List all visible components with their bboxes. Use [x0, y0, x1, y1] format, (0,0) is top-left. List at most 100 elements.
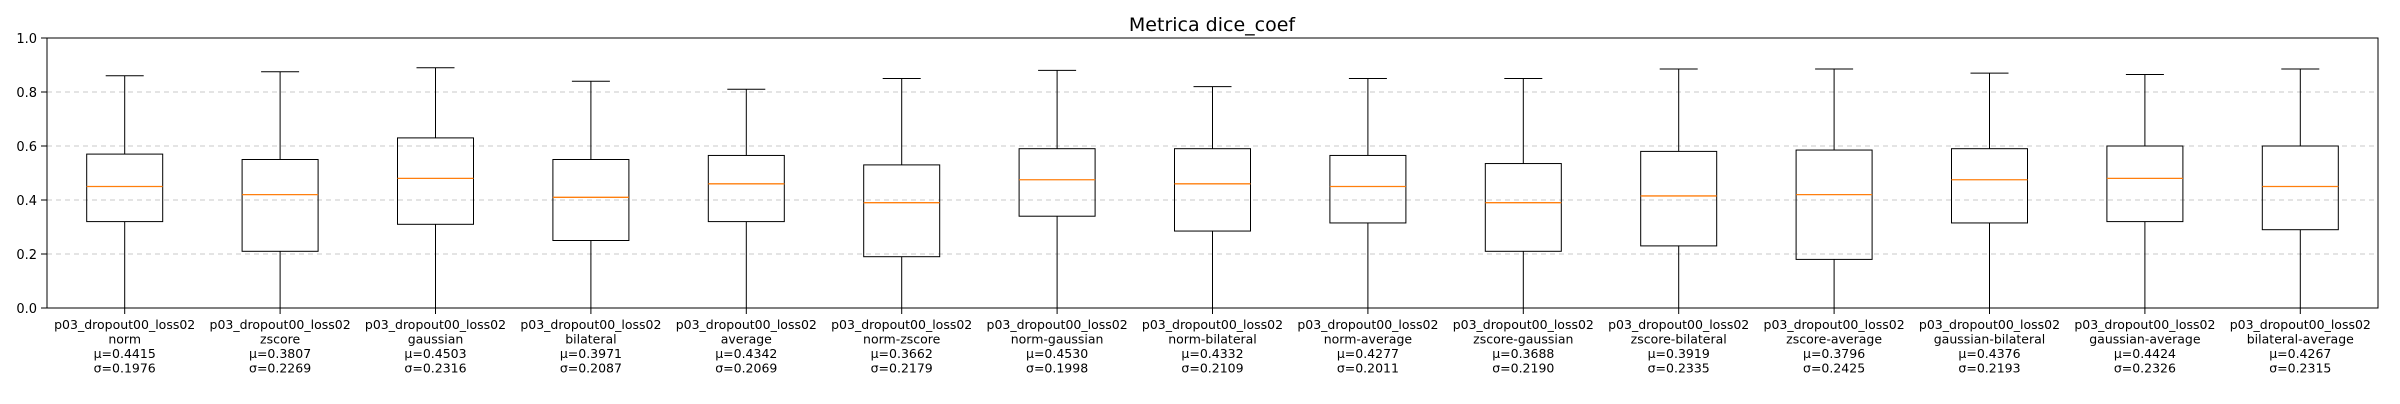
box-plot-item	[1795, 68, 1873, 309]
x-tick-label-line: σ=0.2011	[1337, 361, 1399, 376]
iqr-box	[2106, 145, 2184, 223]
x-tick-label-line: norm	[108, 332, 141, 347]
iqr-box	[1484, 163, 1562, 252]
x-tick-label-line: μ=0.3807	[249, 346, 311, 361]
iqr-box	[1329, 154, 1407, 224]
box-plot-item	[2106, 73, 2184, 309]
x-tick-label-line: p03_dropout00_loss02	[1453, 317, 1594, 332]
y-tick-label: 0.2	[16, 248, 37, 263]
x-tick-label-line: μ=0.3971	[560, 346, 622, 361]
x-tick-label-line: μ=0.3796	[1803, 346, 1865, 361]
x-tick-label-line: average	[721, 332, 772, 347]
x-tick-label-line: p03_dropout00_loss02	[1764, 317, 1905, 332]
box-plot-item	[86, 75, 164, 309]
x-tick-label-line: μ=0.4332	[1181, 346, 1243, 361]
x-tick-label-line: p03_dropout00_loss02	[676, 317, 817, 332]
box-plot-item	[863, 78, 941, 309]
x-tick-label-line: μ=0.3919	[1648, 346, 1710, 361]
x-tick-label-line: σ=0.2315	[2269, 361, 2331, 376]
box-plot-item	[552, 80, 630, 309]
x-tick-label-line: μ=0.4530	[1026, 346, 1088, 361]
x-tick-label-line: norm-bilateral	[1168, 332, 1257, 347]
iqr-box	[863, 164, 941, 258]
box-plot-item	[1951, 72, 2028, 309]
x-tick-label-line: σ=0.1998	[1026, 361, 1088, 376]
x-tick-label-line: p03_dropout00_loss02	[2230, 317, 2371, 332]
x-tick-label-line: p03_dropout00_loss02	[831, 317, 972, 332]
x-tick-label-line: σ=0.2335	[1648, 361, 1710, 376]
x-tick-label-line: zscore-gaussian	[1473, 332, 1573, 347]
iqr-box	[1951, 148, 2028, 224]
x-tick-label-line: σ=0.1976	[94, 361, 156, 376]
x-tick-label-line: σ=0.2269	[249, 361, 311, 376]
box-plot-item	[397, 67, 474, 309]
iqr-box	[552, 159, 630, 241]
x-tick-label-line: p03_dropout00_loss02	[210, 317, 351, 332]
y-tick-label: 0.6	[16, 140, 37, 155]
chart-title: Metrica dice_coef	[1129, 14, 1296, 36]
iqr-box	[86, 153, 164, 223]
y-tick-label: 0.0	[16, 302, 37, 317]
box-plot-item	[2261, 68, 2339, 309]
x-tick-label-line: p03_dropout00_loss02	[987, 317, 1128, 332]
y-tick-label: 0.8	[16, 86, 37, 101]
y-tick-label: 1.0	[16, 32, 37, 47]
iqr-box	[1795, 149, 1873, 260]
x-tick-label-line: zscore-average	[1786, 332, 1882, 347]
box-plot-item	[1329, 78, 1407, 309]
x-tick-label-line: p03_dropout00_loss02	[1919, 317, 2060, 332]
x-tick-label-line: σ=0.2109	[1181, 361, 1243, 376]
x-tick-label-line: μ=0.4277	[1337, 346, 1399, 361]
iqr-box	[241, 159, 319, 252]
box-series	[86, 67, 2339, 309]
x-tick-label-line: μ=0.4376	[1958, 346, 2020, 361]
x-tick-label-line: σ=0.2087	[560, 361, 622, 376]
x-axis: p03_dropout00_loss02normμ=0.4415σ=0.1976…	[54, 308, 2371, 376]
x-tick-label-line: gaussian-average	[2089, 332, 2201, 347]
iqr-box	[2261, 145, 2339, 231]
box-plot-item	[707, 88, 785, 309]
y-axis: 0.0 0.2 0.4 0.6 0.8 1.0	[16, 32, 47, 317]
iqr-box	[1174, 148, 1251, 232]
x-tick-label-line: zscore	[260, 332, 300, 347]
box-plot-item	[1640, 68, 1718, 309]
x-tick-label-line: p03_dropout00_loss02	[2074, 317, 2215, 332]
box-plot-item	[1174, 86, 1251, 309]
box-plot-item	[241, 71, 319, 309]
x-tick-label-line: σ=0.2069	[715, 361, 777, 376]
x-tick-label-line: p03_dropout00_loss02	[1142, 317, 1283, 332]
x-tick-label-line: σ=0.2316	[404, 361, 466, 376]
iqr-box	[1018, 148, 1096, 217]
box-plot-item	[1018, 69, 1096, 309]
iqr-box	[707, 154, 785, 223]
x-tick-label-line: σ=0.2179	[871, 361, 933, 376]
x-tick-label-line: σ=0.2326	[2114, 361, 2176, 376]
x-tick-label-line: p03_dropout00_loss02	[520, 317, 661, 332]
plot-frame	[46, 37, 2379, 309]
x-tick-label-line: gaussian	[408, 332, 464, 347]
iqr-box	[397, 137, 474, 225]
x-tick-label-line: p03_dropout00_loss02	[54, 317, 195, 332]
x-tick-label-line: gaussian-bilateral	[1934, 332, 2046, 347]
x-tick-label-line: p03_dropout00_loss02	[1608, 317, 1749, 332]
x-tick-label-line: norm-zscore	[863, 332, 941, 347]
x-tick-label-line: zscore-bilateral	[1631, 332, 1727, 347]
x-tick-label-line: μ=0.4267	[2269, 346, 2331, 361]
x-tick-label-line: μ=0.4424	[2114, 346, 2176, 361]
x-tick-label-line: σ=0.2425	[1803, 361, 1865, 376]
x-tick-label-line: p03_dropout00_loss02	[1297, 317, 1438, 332]
x-tick-label-line: μ=0.3688	[1492, 346, 1554, 361]
box-plot-item	[1484, 78, 1562, 309]
iqr-box	[1640, 150, 1718, 247]
x-tick-label-line: σ=0.2193	[1958, 361, 2020, 376]
x-tick-label-line: bilateral-average	[2247, 332, 2354, 347]
x-tick-label-line: p03_dropout00_loss02	[365, 317, 506, 332]
x-tick-label-line: σ=0.2190	[1492, 361, 1554, 376]
x-tick-label-line: μ=0.4503	[404, 346, 466, 361]
y-tick-label: 0.4	[16, 194, 37, 209]
x-tick-label-line: bilateral	[565, 332, 616, 347]
x-tick-label-line: norm-gaussian	[1011, 332, 1104, 347]
x-tick-label-line: norm-average	[1324, 332, 1413, 347]
